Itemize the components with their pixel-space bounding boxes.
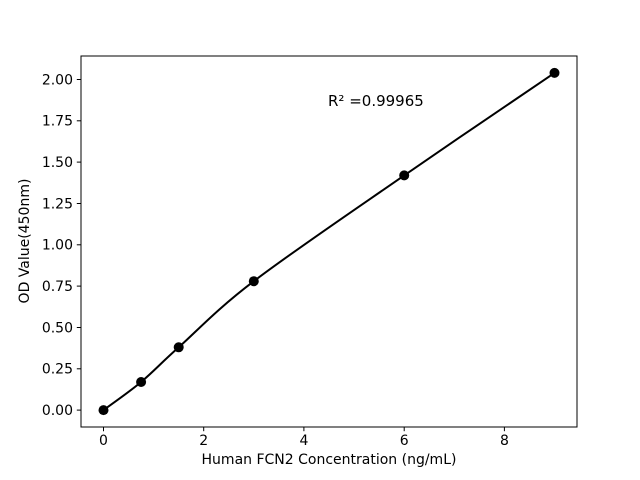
x-tick-label: 6	[400, 433, 409, 449]
r-squared-annotation: R² =0.99965	[328, 92, 424, 110]
data-point	[136, 377, 147, 387]
y-tick-label: 0.00	[42, 403, 73, 419]
data-point	[98, 405, 109, 416]
fit-curve	[102, 71, 556, 412]
axes-spines	[80, 55, 578, 428]
x-axis-label: Human FCN2 Concentration (ng/mL)	[201, 452, 457, 468]
y-tick-label: 2.00	[42, 72, 73, 88]
data-point	[173, 342, 184, 353]
y-tick-label: 1.75	[42, 114, 73, 130]
y-tick-label: 0.50	[42, 320, 73, 336]
y-tick-label: 1.00	[42, 238, 73, 254]
data-point	[549, 67, 560, 78]
x-tick-label: 2	[199, 433, 208, 449]
data-point	[399, 170, 410, 181]
y-tick-label: 1.25	[42, 196, 73, 212]
data-point	[248, 276, 259, 287]
y-tick-label: 0.75	[42, 279, 73, 295]
y-tick-label: 0.25	[42, 362, 73, 378]
x-tick-label: 4	[299, 433, 308, 449]
x-tick-label: 0	[99, 433, 108, 449]
y-tick-label: 1.50	[42, 155, 73, 171]
x-tick-label: 8	[500, 433, 509, 449]
y-axis-label: OD Value(450nm)	[17, 178, 33, 304]
